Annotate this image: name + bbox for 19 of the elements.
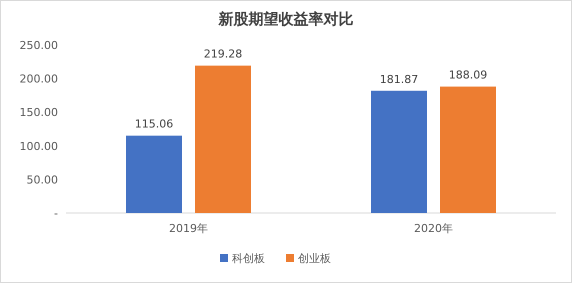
data-label: 115.06 bbox=[134, 118, 174, 131]
chart-title: 新股期望收益率对比 bbox=[218, 10, 354, 28]
data-label: 181.87 bbox=[380, 72, 418, 86]
bar bbox=[126, 136, 182, 213]
y-tick-label: 250.00 bbox=[20, 39, 58, 52]
y-tick-label: 200.00 bbox=[20, 72, 58, 86]
bar bbox=[440, 86, 496, 213]
legend-label: 创业板 bbox=[298, 252, 331, 265]
data-label: 188.09 bbox=[448, 68, 488, 82]
bar bbox=[195, 66, 251, 213]
x-tick-label: 2019年 bbox=[169, 222, 208, 235]
legend-label: 科创板 bbox=[232, 252, 265, 265]
data-label: 219.28 bbox=[204, 48, 242, 61]
bar bbox=[371, 90, 427, 213]
x-tick-label: 2020年 bbox=[414, 222, 453, 235]
y-tick-label: 100.00 bbox=[20, 140, 58, 153]
y-tick-label: 150.00 bbox=[20, 106, 58, 120]
y-tick-label: 50.00 bbox=[26, 173, 58, 186]
y-tick-label: - bbox=[54, 207, 58, 220]
